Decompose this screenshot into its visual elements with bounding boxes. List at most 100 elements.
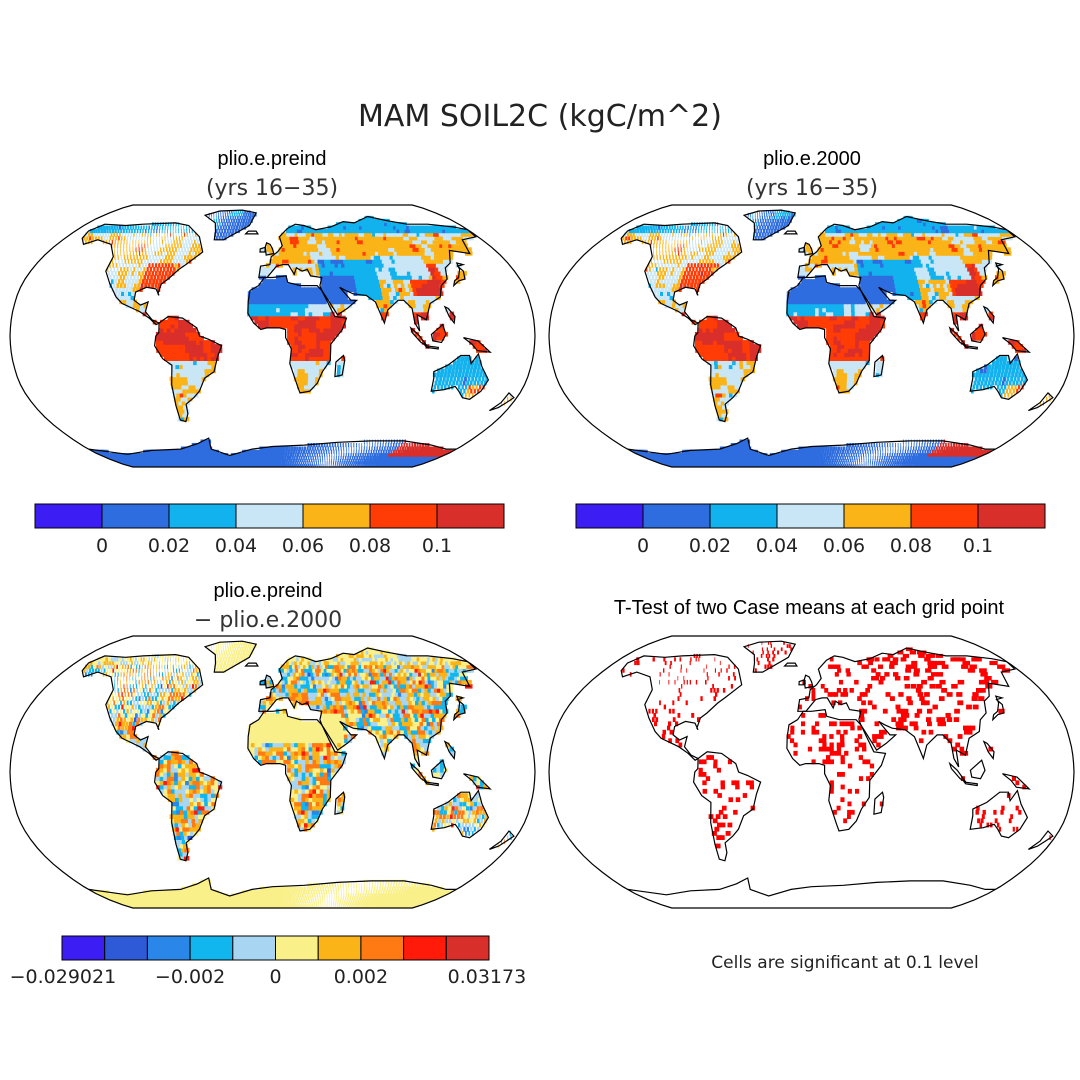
grid-cell [136, 229, 139, 234]
grid-cell [854, 443, 857, 448]
grid-cell [393, 443, 395, 448]
grid-cell [478, 360, 482, 366]
grid-cell [391, 439, 393, 444]
grid-cell [369, 259, 375, 264]
grid-cell [379, 465, 382, 467]
grid-cell [297, 372, 302, 378]
grid-cell [870, 456, 872, 460]
grid-cell [296, 456, 298, 460]
grid-cell [895, 456, 897, 460]
grid-cell [290, 295, 295, 301]
grid-cell [132, 287, 136, 292]
grid-cell [769, 463, 774, 467]
grid-cell [907, 446, 909, 451]
grid-cell [269, 283, 274, 288]
grid-cell [377, 287, 383, 292]
grid-cell [394, 259, 401, 264]
grid-cell [790, 463, 794, 467]
grid-cell [290, 344, 295, 349]
grid-cell [507, 396, 509, 402]
grid-cell [877, 456, 879, 460]
grid-cell [371, 275, 377, 280]
grid-cell [928, 463, 931, 467]
grid-cell [836, 376, 841, 382]
grid-cell [237, 463, 241, 467]
grid-cell [898, 465, 901, 467]
grid-cell [361, 465, 364, 467]
grid-cell [169, 267, 173, 272]
grid-cell [290, 299, 295, 305]
grid-cell [298, 344, 303, 349]
grid-cell [391, 446, 394, 451]
grid-cell [310, 239, 315, 245]
grid-cell [311, 259, 316, 264]
grid-cell [850, 459, 852, 463]
grid-cell [170, 232, 171, 237]
grid-cell [422, 263, 429, 268]
grid-cell [924, 465, 927, 467]
grid-cell [721, 412, 727, 418]
grid-cell [898, 463, 900, 467]
grid-cell [260, 247, 264, 252]
grid-cell [880, 461, 882, 465]
grid-cell [910, 463, 913, 467]
grid-cell [92, 229, 96, 234]
grid-cell [305, 263, 310, 268]
grid-cell [1014, 384, 1017, 390]
grid-cell [392, 279, 398, 284]
grid-cell [105, 239, 108, 245]
grid-cell [291, 456, 294, 460]
grid-cell [325, 449, 328, 454]
grid-cell [276, 291, 281, 296]
grid-cell [831, 459, 834, 463]
grid-cell [279, 456, 283, 460]
grid-cell [902, 463, 904, 467]
grid-cell [294, 453, 297, 457]
grid-cell [249, 449, 254, 454]
grid-cell [843, 384, 847, 390]
grid-cell [390, 459, 394, 463]
coastline-iceland [244, 230, 259, 235]
grid-cell [375, 463, 378, 467]
grid-cell [423, 287, 429, 292]
grid-cell [940, 463, 944, 467]
grid-cell [199, 336, 204, 341]
grid-cell [718, 372, 724, 378]
grid-cell [265, 453, 269, 457]
grid-cell [393, 463, 397, 467]
grid-cell [470, 388, 473, 394]
grid-cell [947, 461, 952, 465]
grid-cell [163, 336, 168, 341]
grid-cell [804, 453, 808, 457]
grid-cell [197, 443, 203, 448]
grid-cell [322, 251, 327, 256]
grid-cell [376, 459, 380, 463]
grid-cell [153, 243, 155, 248]
grid-cell [826, 449, 830, 454]
grid-cell [826, 453, 829, 457]
grid-cell [290, 331, 295, 337]
grid-cell [771, 456, 776, 460]
grid-cell [154, 251, 156, 256]
grid-cell [400, 449, 403, 454]
grid-cell [883, 459, 885, 463]
grid-cell [388, 291, 394, 296]
grid-cell [811, 446, 815, 451]
grid-cell [434, 267, 442, 272]
grid-cell [287, 247, 292, 252]
grid-cell [401, 446, 405, 451]
grid-cell [460, 243, 468, 248]
grid-cell [320, 459, 321, 463]
grid-cell [279, 307, 284, 313]
grid-cell [190, 255, 193, 260]
grid-cell [813, 456, 817, 460]
grid-cell [843, 380, 848, 386]
grid-cell [784, 463, 788, 467]
grid-cell [198, 376, 203, 382]
grid-cell [299, 453, 302, 457]
grid-cell [975, 449, 980, 454]
grid-cell [362, 251, 368, 256]
grid-cell [333, 461, 334, 465]
grid-cell [904, 463, 906, 467]
grid-cell [312, 251, 318, 256]
